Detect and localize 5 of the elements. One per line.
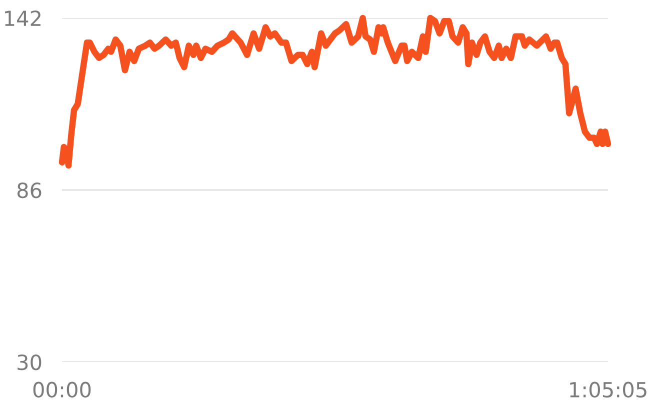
x-tick-label: 1:05:05	[570, 382, 646, 398]
x-tick-label: 00:00	[33, 382, 91, 398]
y-tick-label: 142	[5, 10, 40, 26]
y-tick-label: 30	[18, 354, 42, 370]
y-tick-label: 86	[17, 182, 42, 198]
